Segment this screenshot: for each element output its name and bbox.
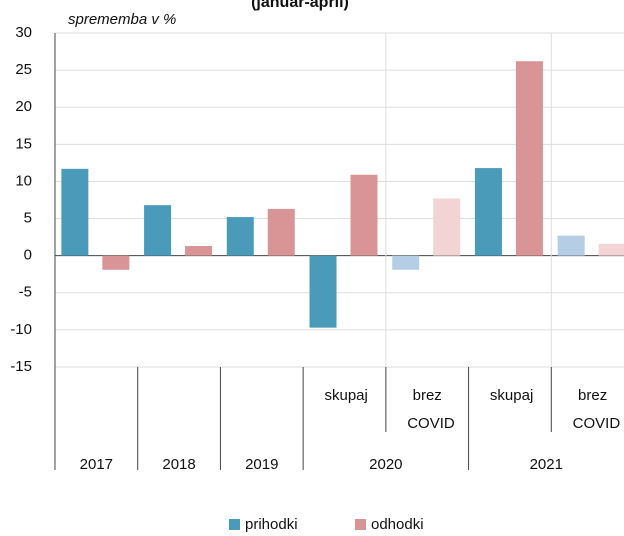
y-tick-label: -15 [10, 358, 32, 375]
bar [598, 243, 624, 256]
bar [144, 205, 172, 256]
bar [226, 217, 254, 256]
y-tick-label: -10 [10, 321, 32, 338]
legend-label: odhodki [371, 516, 424, 533]
sub-category-label: brez COVID [572, 387, 621, 432]
y-tick-label: 10 [15, 172, 32, 189]
sub-category-label: brez COVID [407, 387, 455, 432]
y-tick-label: 30 [15, 24, 32, 41]
group-label: 2020 [369, 456, 402, 473]
y-tick-label: 5 [24, 210, 32, 227]
bar [309, 255, 337, 328]
bar [557, 235, 585, 256]
bar [474, 168, 502, 256]
group-label: 2021 [530, 456, 563, 473]
y-tick-label: 15 [15, 135, 32, 152]
sub-category-text: brez COVID [572, 387, 621, 432]
y-axis-label: sprememba v % [68, 11, 176, 28]
bar [392, 255, 420, 270]
sub-category-text: skupaj [324, 387, 368, 404]
bar [61, 168, 89, 256]
y-tick-label: -5 [19, 284, 32, 301]
chart-title: (januar-april) [251, 0, 349, 11]
group-label: 2018 [162, 456, 195, 473]
group-label: 2017 [80, 456, 113, 473]
bar [185, 246, 213, 256]
bar [102, 255, 130, 270]
bar [267, 208, 295, 256]
legend-swatch [229, 519, 240, 530]
sub-category-text: skupaj [489, 387, 534, 404]
legend-label: prihodki [245, 516, 298, 533]
sub-category-text: brez COVID [407, 387, 455, 432]
bar [350, 174, 378, 256]
y-tick-label: 20 [15, 98, 32, 115]
sub-category-label: skupaj [324, 387, 368, 404]
sub-category-label: skupaj [489, 387, 534, 404]
y-tick-label: 25 [15, 61, 32, 78]
legend-swatch [355, 519, 366, 530]
y-tick-label: 0 [24, 247, 32, 264]
bar [515, 61, 543, 256]
group-label: 2019 [245, 456, 278, 473]
bar [433, 198, 461, 256]
